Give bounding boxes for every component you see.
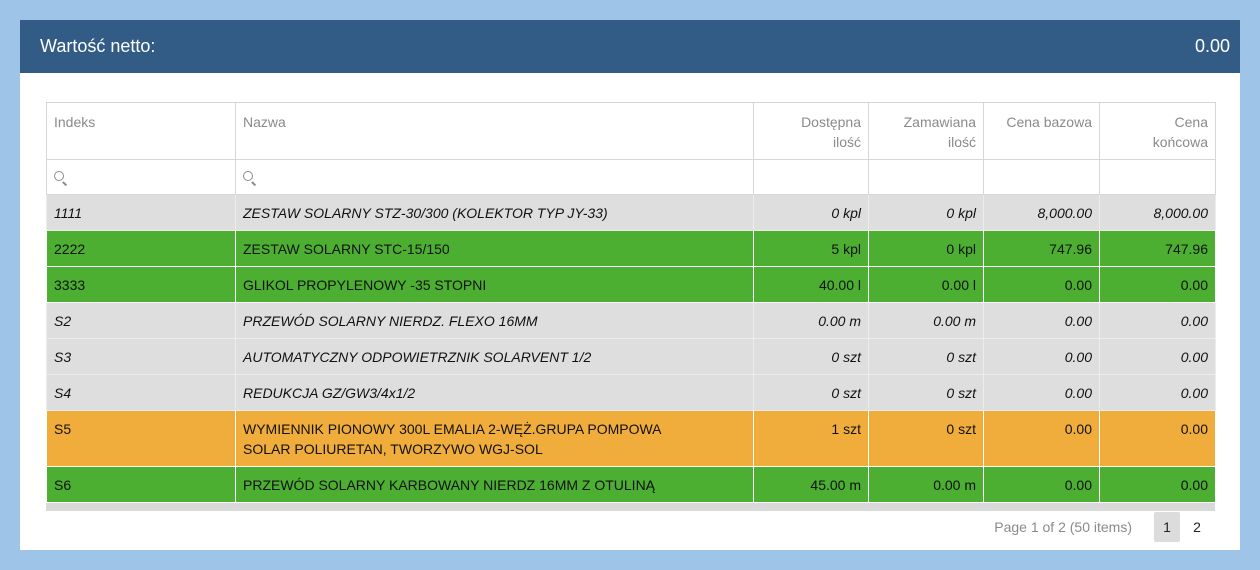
filter-nazwa-input[interactable] — [235, 159, 754, 195]
cell-cena-koncowa: 8,000.00 — [1099, 194, 1216, 231]
cell-cena-koncowa: 0.00 — [1099, 266, 1216, 303]
table-row[interactable]: 2222 ZESTAW SOLARNY STC-15/150 5 kpl 0 k… — [46, 230, 1216, 267]
cell-cena-bazowa: 0.00 — [983, 266, 1100, 303]
cell-nazwa: GLIKOL PROPYLENOWY -35 STOPNI — [235, 266, 754, 303]
column-header-cena-bazowa[interactable]: Cena bazowa — [983, 102, 1100, 160]
column-header-dostepna-ilosc[interactable]: Dostępna ilość — [753, 102, 869, 160]
cell-nazwa: WYMIENNIK PIONOWY 300L EMALIA 2-WĘŻ.GRUP… — [235, 410, 754, 467]
cell-indeks: 2222 — [46, 230, 236, 267]
column-header-cena-koncowa[interactable]: Cena końcowa — [1099, 102, 1216, 160]
cell-dostepna: 0 szt — [753, 338, 869, 375]
table-row[interactable]: S6 PRZEWÓD SOLARNY KARBOWANY NIERDZ 16MM… — [46, 466, 1216, 503]
cell-cena-koncowa: 0.00 — [1099, 410, 1216, 467]
table-row[interactable]: S4 REDUKCJA GZ/GW3/4x1/2 0 szt 0 szt 0.0… — [46, 374, 1216, 411]
page-button-1[interactable]: 1 — [1154, 512, 1180, 542]
cell-dostepna: 0 kpl — [753, 194, 869, 231]
cell-indeks: S4 — [46, 374, 236, 411]
cell-dostepna: 0 szt — [753, 374, 869, 411]
cell-cena-bazowa: 747.96 — [983, 230, 1100, 267]
cell-indeks: 1111 — [46, 194, 236, 231]
column-header-zamawiana-ilosc[interactable]: Zamawiana ilość — [868, 102, 984, 160]
table-row[interactable]: S2 PRZEWÓD SOLARNY NIERDZ. FLEXO 16MM 0.… — [46, 302, 1216, 339]
cell-nazwa: PRZEWÓD SOLARNY NIERDZ. FLEXO 16MM — [235, 302, 754, 339]
cell-nazwa: ZESTAW SOLARNY STZ-30/300 (KOLEKTOR TYP … — [235, 194, 754, 231]
cell-cena-koncowa: 0.00 — [1099, 466, 1216, 503]
cell-cena-bazowa: 0.00 — [983, 410, 1100, 467]
filter-cena-bazowa-input[interactable] — [983, 159, 1100, 195]
search-icon — [54, 170, 68, 185]
cell-cena-bazowa: 0.00 — [983, 374, 1100, 411]
cell-dostepna: 45.00 m — [753, 466, 869, 503]
cell-indeks: 3333 — [46, 266, 236, 303]
cell-dostepna: 40.00 l — [753, 266, 869, 303]
cell-indeks: S6 — [46, 466, 236, 503]
net-value-amount: 0.00 — [1194, 36, 1230, 56]
cell-zamawiana[interactable]: 0 kpl — [868, 230, 984, 267]
cell-zamawiana[interactable]: 0 szt — [868, 410, 984, 467]
cell-zamawiana[interactable]: 0 szt — [868, 374, 984, 411]
cell-indeks: S5 — [46, 410, 236, 467]
cell-zamawiana[interactable]: 0.00 m — [868, 302, 984, 339]
net-value-label: Wartość netto: — [40, 36, 156, 56]
cell-dostepna: 0.00 m — [753, 302, 869, 339]
search-icon — [243, 170, 257, 185]
filter-cena-koncowa-input[interactable] — [1099, 159, 1216, 195]
cell-zamawiana[interactable]: 0.00 l — [868, 266, 984, 303]
cell-nazwa: ZESTAW SOLARNY STC-15/150 — [235, 230, 754, 267]
table-row[interactable]: S3 AUTOMATYCZNY ODPOWIETRZNIK SOLARVENT … — [46, 338, 1216, 375]
table-row[interactable]: S5 WYMIENNIK PIONOWY 300L EMALIA 2-WĘŻ.G… — [46, 410, 1216, 467]
column-header-nazwa[interactable]: Nazwa — [235, 102, 754, 160]
cell-dostepna: 1 szt — [753, 410, 869, 467]
filter-zamawiana-input[interactable] — [868, 159, 984, 195]
cell-indeks: S2 — [46, 302, 236, 339]
cell-indeks: S3 — [46, 338, 236, 375]
cell-nazwa: AUTOMATYCZNY ODPOWIETRZNIK SOLARVENT 1/2 — [235, 338, 754, 375]
cell-cena-koncowa: 747.96 — [1099, 230, 1216, 267]
cell-nazwa: REDUKCJA GZ/GW3/4x1/2 — [235, 374, 754, 411]
pager: Page 1 of 2 (50 items) 1 2 — [994, 512, 1210, 542]
filter-dostepna-input[interactable] — [753, 159, 869, 195]
cell-cena-bazowa: 0.00 — [983, 338, 1100, 375]
table-row[interactable]: 3333 GLIKOL PROPYLENOWY -35 STOPNI 40.00… — [46, 266, 1216, 303]
table-row[interactable]: 1111 ZESTAW SOLARNY STZ-30/300 (KOLEKTOR… — [46, 194, 1216, 231]
cell-zamawiana[interactable]: 0.00 m — [868, 466, 984, 503]
net-value-header: Wartość netto: 0.00 — [20, 20, 1240, 73]
pager-summary: Page 1 of 2 (50 items) — [994, 519, 1132, 535]
filter-indeks-input[interactable] — [46, 159, 236, 195]
horizontal-scrollbar[interactable] — [46, 503, 1215, 511]
cell-cena-bazowa: 0.00 — [983, 466, 1100, 503]
cell-cena-koncowa: 0.00 — [1099, 374, 1216, 411]
cell-zamawiana[interactable]: 0 szt — [868, 338, 984, 375]
page-button-2[interactable]: 2 — [1193, 519, 1201, 535]
cell-cena-koncowa: 0.00 — [1099, 302, 1216, 339]
cell-dostepna: 5 kpl — [753, 230, 869, 267]
order-panel: Wartość netto: 0.00 Indeks Nazwa Dostępn… — [20, 20, 1240, 550]
products-grid: Indeks Nazwa Dostępna ilość Zamawiana iloś… — [46, 102, 1216, 511]
cell-cena-koncowa: 0.00 — [1099, 338, 1216, 375]
cell-cena-bazowa: 0.00 — [983, 302, 1100, 339]
column-header-indeks[interactable]: Indeks — [46, 102, 236, 160]
cell-zamawiana[interactable]: 0 kpl — [868, 194, 984, 231]
cell-cena-bazowa: 8,000.00 — [983, 194, 1100, 231]
cell-nazwa: PRZEWÓD SOLARNY KARBOWANY NIERDZ 16MM Z … — [235, 466, 754, 503]
